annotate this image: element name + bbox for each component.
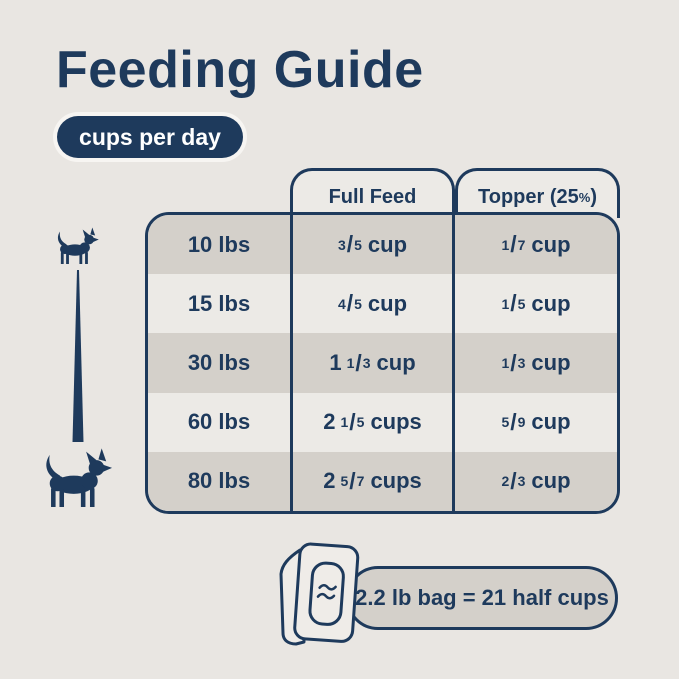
table-row: 60 lbs 2 1/5 cups 5/9 cup [148,392,617,452]
column-header-topper: Topper (25%) [455,168,620,218]
table-row: 80 lbs 2 5/7 cups 2/3 cup [148,451,617,511]
topper-cell: 1/5 cup [501,290,571,317]
cups-per-day-label: cups per day [79,123,221,150]
topper-cell: 5/9 cup [501,408,571,435]
table-row: 30 lbs 1 1/3 cup 1/3 cup [148,333,617,393]
full-feed-cell: 4/5 cup [290,274,455,334]
weight-cell: 10 lbs [187,231,251,257]
size-scale-taper [72,270,84,442]
cups-per-day-badge: cups per day [57,116,243,158]
topper-cell: 1/3 cup [501,349,571,376]
small-dog-icon [54,224,100,264]
weight-cell: 80 lbs [187,468,251,494]
large-dog-icon [40,443,114,507]
full-feed-cell: 2 5/7 cups [290,451,455,511]
weight-cell: 15 lbs [187,290,251,316]
full-feed-cell: 1 1/3 cup [290,333,455,393]
column-header-full-feed: Full Feed [290,168,455,218]
table-row: 15 lbs 4/5 cup 1/5 cup [148,274,617,334]
topper-cell: 2/3 cup [501,467,571,494]
full-feed-cell: 3/5 cup [290,215,455,275]
page-title: Feeding Guide [56,41,424,99]
weight-cell: 60 lbs [187,409,251,435]
table-row: 10 lbs 3/5 cup 1/7 cup [148,215,617,275]
bag-note-pill: 2.2 lb bag = 21 half cups [346,566,618,630]
bag-note-text: 2.2 lb bag = 21 half cups [355,585,609,610]
full-feed-cell: 2 1/5 cups [290,392,455,452]
weight-cell: 30 lbs [187,350,251,375]
food-bag-icon [279,542,360,646]
percent-superscript: % [578,190,591,205]
full-feed-header-label: Full Feed [328,186,417,208]
feeding-table: 10 lbs 3/5 cup 1/7 cup 15 lbs 4/5 cup 1/5 cu… [145,212,620,514]
topper-cell: 1/7 cup [501,231,571,258]
